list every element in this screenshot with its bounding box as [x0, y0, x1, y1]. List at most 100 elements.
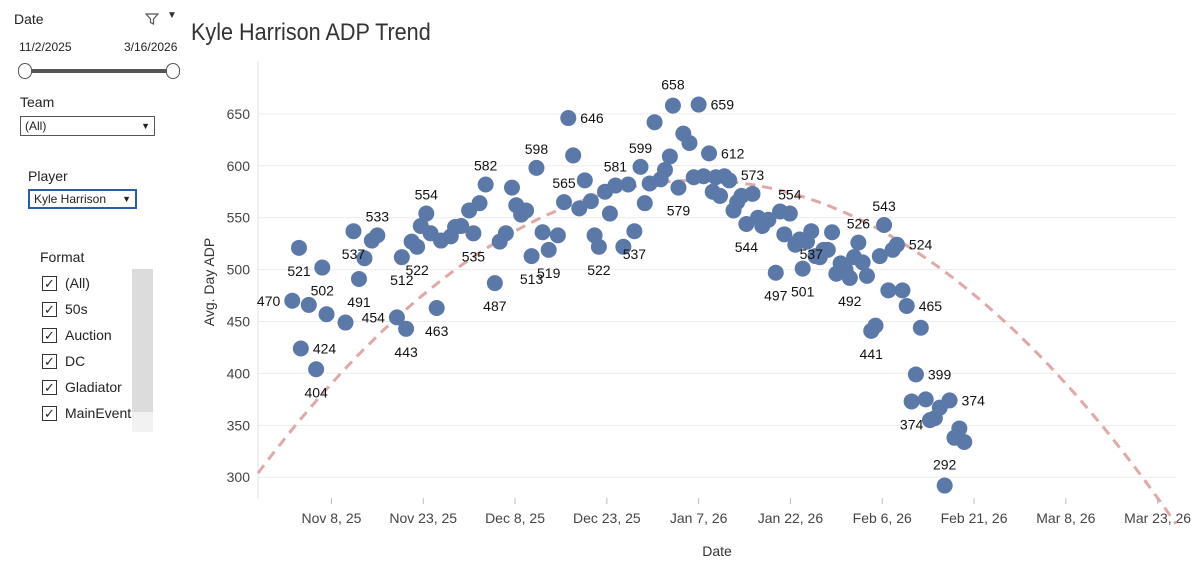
data-point[interactable]	[791, 231, 808, 248]
data-point[interactable]	[571, 200, 588, 217]
data-point[interactable]	[641, 175, 658, 192]
data-point[interactable]	[518, 202, 535, 219]
data-point[interactable]	[523, 248, 540, 265]
data-point[interactable]	[776, 226, 793, 243]
filter-icon[interactable]	[144, 12, 160, 30]
chevron-down-icon[interactable]: ▼	[167, 10, 177, 21]
team-select[interactable]: (All) ▼	[20, 116, 155, 136]
data-point[interactable]	[369, 227, 386, 244]
data-point[interactable]	[754, 218, 771, 235]
data-point[interactable]	[871, 248, 888, 265]
format-option-gladiator[interactable]: ✓ Gladiator	[42, 376, 122, 398]
data-point[interactable]	[486, 275, 503, 292]
data-point[interactable]	[284, 292, 301, 309]
data-point[interactable]	[846, 249, 863, 266]
data-point[interactable]	[453, 218, 470, 235]
data-point[interactable]	[465, 225, 482, 242]
data-point[interactable]	[894, 282, 911, 299]
data-point[interactable]	[787, 236, 804, 253]
data-point[interactable]	[931, 399, 948, 416]
data-point[interactable]	[675, 125, 692, 142]
data-point[interactable]	[921, 412, 938, 429]
data-point[interactable]	[337, 314, 354, 331]
data-point[interactable]	[876, 216, 893, 233]
data-point[interactable]	[656, 161, 673, 178]
data-point[interactable]	[936, 477, 953, 494]
data-point[interactable]	[318, 306, 335, 323]
data-point[interactable]	[704, 183, 721, 200]
data-point[interactable]	[398, 320, 415, 337]
format-option-mainevent[interactable]: ✓ MainEvent	[42, 402, 131, 424]
data-point[interactable]	[811, 249, 828, 266]
data-point[interactable]	[956, 433, 973, 450]
data-point[interactable]	[586, 227, 603, 244]
format-option-50s[interactable]: ✓ 50s	[42, 298, 88, 320]
data-point[interactable]	[560, 110, 577, 127]
data-point[interactable]	[646, 114, 663, 131]
data-point[interactable]	[738, 215, 755, 232]
data-point[interactable]	[632, 158, 649, 175]
data-point[interactable]	[912, 319, 929, 336]
data-point[interactable]	[664, 97, 681, 114]
data-point[interactable]	[491, 233, 508, 250]
data-point[interactable]	[832, 255, 849, 272]
data-point[interactable]	[620, 176, 637, 193]
checkbox-checked-icon[interactable]: ✓	[42, 301, 57, 317]
data-point[interactable]	[403, 233, 420, 250]
data-point[interactable]	[409, 238, 426, 255]
data-point[interactable]	[946, 429, 963, 446]
data-point[interactable]	[701, 145, 718, 162]
data-point[interactable]	[513, 206, 530, 223]
date-range-slider[interactable]	[24, 69, 173, 73]
data-point[interactable]	[471, 195, 488, 212]
data-point[interactable]	[601, 205, 618, 222]
data-point[interactable]	[884, 241, 901, 258]
data-point[interactable]	[412, 218, 429, 235]
checkbox-checked-icon[interactable]: ✓	[42, 353, 57, 369]
scrollbar-thumb[interactable]	[132, 269, 153, 412]
data-point[interactable]	[690, 96, 707, 113]
data-point[interactable]	[576, 172, 593, 189]
data-point[interactable]	[300, 296, 317, 313]
date-slider-end-handle[interactable]	[166, 63, 180, 79]
data-point[interactable]	[497, 225, 514, 242]
data-point[interactable]	[432, 232, 449, 249]
format-option-auction[interactable]: ✓ Auction	[42, 324, 112, 346]
data-point[interactable]	[863, 322, 880, 339]
data-point[interactable]	[888, 236, 905, 253]
data-point[interactable]	[815, 241, 832, 258]
data-point[interactable]	[661, 148, 678, 165]
data-point[interactable]	[356, 250, 373, 267]
data-point[interactable]	[807, 248, 824, 265]
data-point[interactable]	[540, 241, 557, 258]
data-point[interactable]	[750, 209, 767, 226]
data-point[interactable]	[926, 410, 943, 427]
data-point[interactable]	[528, 159, 545, 176]
data-point[interactable]	[291, 239, 308, 256]
data-point[interactable]	[951, 420, 968, 437]
checkbox-checked-icon[interactable]: ✓	[42, 379, 57, 395]
data-point[interactable]	[744, 185, 761, 202]
data-point[interactable]	[850, 234, 867, 251]
data-point[interactable]	[590, 238, 607, 255]
data-point[interactable]	[503, 179, 520, 196]
data-point[interactable]	[858, 267, 875, 284]
data-point[interactable]	[597, 183, 614, 200]
data-point[interactable]	[917, 391, 934, 408]
data-point[interactable]	[781, 205, 798, 222]
checkbox-checked-icon[interactable]: ✓	[42, 275, 57, 291]
data-point[interactable]	[841, 269, 858, 286]
data-point[interactable]	[867, 317, 884, 334]
data-point[interactable]	[767, 264, 784, 281]
data-point[interactable]	[607, 177, 624, 194]
data-point[interactable]	[388, 309, 405, 326]
data-point[interactable]	[903, 393, 920, 410]
data-point[interactable]	[824, 224, 841, 241]
data-point[interactable]	[721, 172, 738, 189]
data-point[interactable]	[695, 168, 712, 185]
data-point[interactable]	[898, 297, 915, 314]
data-point[interactable]	[880, 282, 897, 299]
data-point[interactable]	[422, 225, 439, 242]
data-point[interactable]	[733, 187, 750, 204]
player-select[interactable]: Kyle Harrison ▼	[28, 189, 137, 209]
